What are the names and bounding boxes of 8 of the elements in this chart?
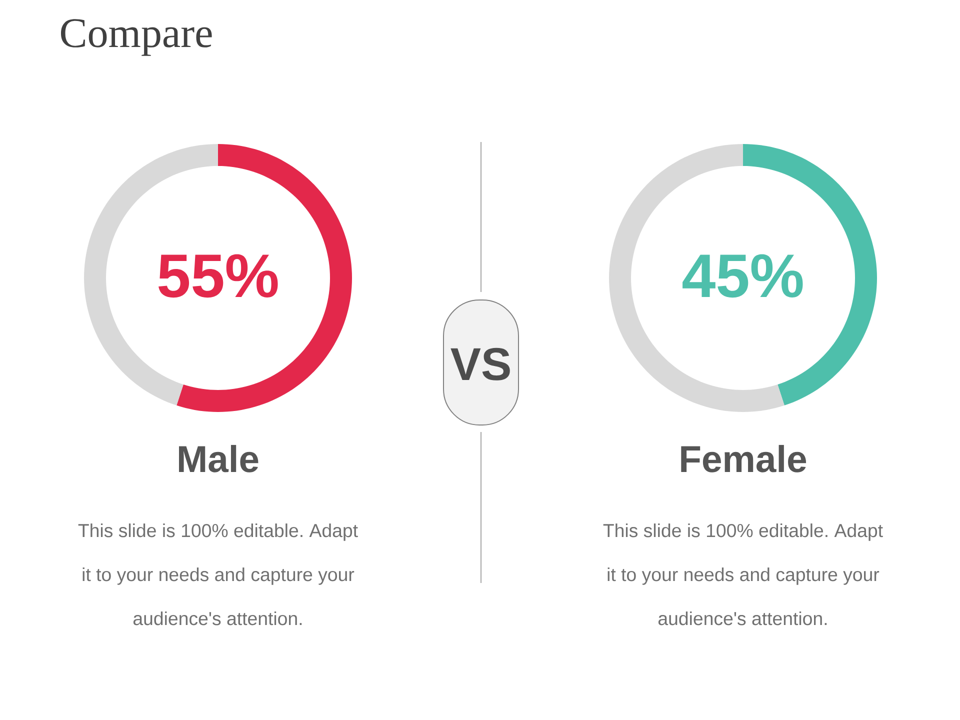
text: Female <box>681 444 806 472</box>
text: This slide is 100% editable. Adapt it to your needs and capture your audience's attention. <box>603 523 883 626</box>
data-label: 45% <box>682 254 803 298</box>
text: VS <box>450 348 510 380</box>
data-label: 55% <box>158 254 278 298</box>
text: Compare <box>60 19 212 56</box>
text: This slide is 100% editable. Adapt it to your needs and capture your audience's attention. <box>78 523 358 626</box>
text: Male <box>178 444 258 472</box>
